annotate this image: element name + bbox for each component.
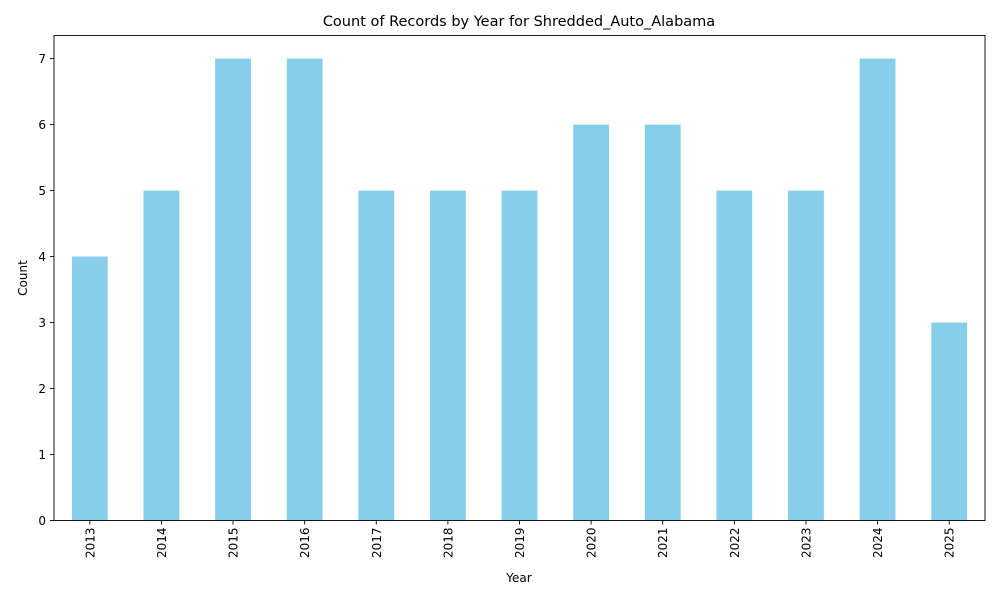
x-tick-label: 2018 (441, 528, 455, 559)
x-tick-label: 2023 (799, 528, 813, 559)
bar-2025 (931, 322, 968, 521)
bar-2019 (501, 190, 538, 521)
x-tick-label: 2015 (227, 528, 241, 559)
bar-2015 (215, 58, 251, 521)
x-tick-label: 2014 (155, 528, 169, 559)
x-tick-label: 2022 (728, 528, 742, 559)
bar-2021 (644, 124, 681, 521)
bar-2016 (286, 58, 323, 521)
x-tick-label: 2025 (943, 528, 957, 559)
x-axis: 2013 2014 2015 2016 2017 2018 2019 2020 2021 2022… (83, 520, 957, 559)
bar-2024 (859, 58, 896, 521)
x-tick-label: 2017 (370, 528, 384, 559)
y-axis: 0 1 2 3 4 5 6 7 (38, 52, 54, 528)
x-axis-label: Year (505, 571, 531, 585)
y-tick-label: 6 (38, 118, 46, 132)
bar-2017 (358, 190, 395, 521)
x-tick-label: 2020 (585, 528, 599, 559)
y-axis-label: Count (16, 260, 30, 296)
bar-2023 (788, 190, 824, 521)
y-tick-label: 0 (38, 514, 46, 528)
y-tick-label: 2 (38, 382, 46, 396)
bar-2018 (429, 190, 466, 521)
y-tick-label: 5 (38, 184, 46, 198)
chart-title: Count of Records by Year for Shredded_Au… (323, 14, 715, 30)
y-tick-label: 3 (38, 316, 46, 330)
bar-2022 (716, 190, 753, 521)
y-tick-label: 4 (38, 250, 46, 264)
bars-layer (71, 58, 968, 521)
x-tick-label: 2019 (513, 528, 527, 559)
x-tick-label: 2016 (298, 528, 312, 559)
bar-2014 (143, 190, 180, 521)
y-tick-label: 1 (38, 448, 46, 462)
plot-frame (53, 35, 986, 521)
x-tick-label: 2024 (871, 528, 885, 559)
x-tick-label: 2021 (656, 528, 670, 559)
bar-2020 (573, 124, 610, 521)
y-tick-label: 7 (38, 52, 46, 66)
x-tick-label: 2013 (83, 528, 97, 559)
bar-2013 (71, 256, 108, 521)
